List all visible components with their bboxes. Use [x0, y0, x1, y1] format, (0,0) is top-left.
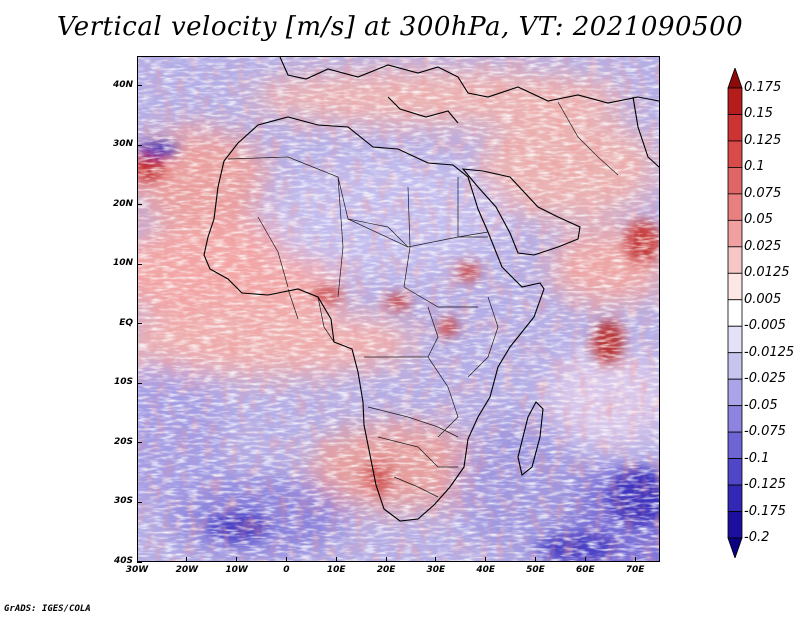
- coastlines: [203, 57, 659, 522]
- colorbar-segment: [727, 378, 743, 407]
- lat-tick-mark: [137, 382, 142, 384]
- velocity-field-map: [138, 57, 659, 561]
- colorbar-segment: [727, 325, 743, 354]
- colorbar-segment: [727, 352, 743, 380]
- lon-tick-mark: [584, 557, 586, 562]
- lat-tick-mark: [137, 442, 142, 444]
- colorbar-label: 0.1: [744, 159, 765, 175]
- colorbar-segment: [727, 458, 743, 486]
- colorbar-segment: [727, 272, 743, 301]
- lon-tick-label: 60E: [575, 565, 595, 575]
- colorbar-label: -0.025: [744, 371, 786, 387]
- colorbar-segment: [727, 193, 743, 221]
- map-frame: [137, 56, 660, 562]
- lat-tick-label: 40S: [113, 556, 133, 566]
- colorbar-segment: [727, 219, 743, 248]
- lat-tick-mark: [137, 323, 142, 325]
- lat-tick-mark: [137, 501, 142, 503]
- colorbar-label: -0.005: [744, 318, 786, 334]
- lon-tick-label: 10W: [225, 565, 248, 575]
- lon-tick-mark: [236, 557, 238, 562]
- colorbar-label: -0.125: [744, 477, 786, 493]
- colorbar-segment: [727, 246, 743, 274]
- colorbar-label: -0.2: [744, 530, 770, 545]
- lat-tick-label: EQ: [119, 317, 133, 328]
- credit-text: GrADS: IGES/COLA: [4, 604, 91, 614]
- lat-tick-label: 30N: [112, 139, 133, 150]
- lon-tick-mark: [285, 557, 287, 562]
- lat-tick-label: 10S: [113, 377, 133, 388]
- lon-tick-label: 20E: [376, 565, 396, 575]
- colorbar-segment: [727, 511, 743, 539]
- lat-tick-label: 10N: [112, 258, 133, 269]
- lon-tick-label: 30W: [125, 565, 149, 575]
- lat-tick-mark: [137, 85, 142, 87]
- colorbar-label: 0.15: [744, 106, 773, 122]
- colorbar-label: -0.05: [744, 397, 778, 413]
- lat-tick-label: 20S: [113, 436, 133, 447]
- lat-tick-label: 40N: [112, 79, 133, 90]
- colorbar-label: 0.175: [744, 80, 782, 95]
- colorbar-label: 0.125: [744, 132, 782, 148]
- colorbar-segment: [727, 167, 743, 195]
- colorbar: [727, 68, 743, 558]
- colorbar-segment: [727, 299, 743, 327]
- colorbar-label: 0.075: [744, 185, 782, 201]
- colorbar-top-arrow: [727, 68, 743, 89]
- lon-tick-label: 0: [283, 565, 290, 575]
- lon-tick-label: 10E: [326, 565, 346, 575]
- lon-tick-label: 20W: [175, 565, 199, 575]
- colorbar-label: -0.1: [744, 450, 770, 466]
- lat-tick-mark: [137, 144, 142, 146]
- colorbar-segment: [727, 484, 743, 512]
- lon-tick-label: 30E: [426, 565, 446, 575]
- lat-tick-mark: [137, 561, 142, 563]
- lon-tick-mark: [136, 557, 138, 562]
- lon-tick-mark: [335, 557, 337, 562]
- colorbar-segment: [727, 87, 743, 115]
- colorbar-label: 0.025: [744, 238, 782, 254]
- lat-tick-label: 20N: [112, 198, 133, 209]
- lat-tick-label: 30S: [113, 496, 133, 507]
- lon-tick-mark: [435, 557, 437, 562]
- lon-tick-label: 70E: [625, 565, 645, 575]
- lon-tick-label: 50E: [526, 565, 545, 575]
- colorbar-label: 0.005: [744, 291, 782, 307]
- lon-tick-mark: [485, 557, 487, 562]
- colorbar-label: 0.0125: [744, 265, 790, 281]
- lon-tick-mark: [186, 557, 188, 562]
- colorbar-label: -0.075: [744, 424, 786, 440]
- lon-tick-mark: [534, 557, 536, 562]
- lon-tick-label: 40E: [476, 565, 495, 575]
- colorbar-label: -0.0125: [744, 344, 795, 360]
- colorbar-label: 0.05: [744, 212, 773, 228]
- lat-tick-mark: [137, 204, 142, 206]
- lon-tick-mark: [634, 557, 636, 562]
- map-title: Vertical velocity [m/s] at 300hPa, VT: 2…: [56, 12, 744, 42]
- lon-tick-mark: [385, 557, 387, 562]
- colorbar-segment: [727, 431, 743, 459]
- colorbar-segment: [727, 405, 743, 433]
- lat-tick-mark: [137, 263, 142, 265]
- colorbar-bottom-arrow: [727, 537, 743, 558]
- colorbar-segment: [727, 114, 743, 142]
- colorbar-segment: [727, 140, 743, 168]
- country-borders: [227, 101, 619, 498]
- colorbar-label: -0.175: [744, 503, 786, 519]
